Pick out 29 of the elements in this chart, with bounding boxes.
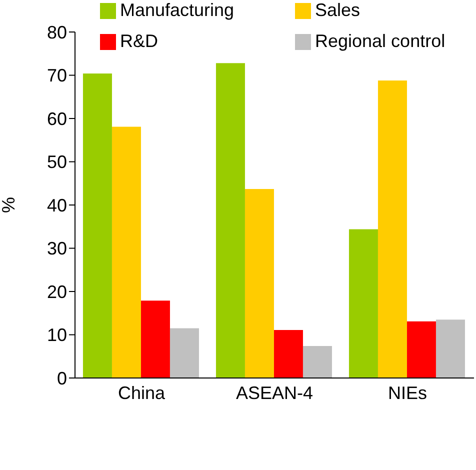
bar xyxy=(140,300,170,378)
y-tick-label: 20 xyxy=(46,282,67,302)
legend-label: Regional control xyxy=(315,31,446,52)
y-tick-label: 40 xyxy=(46,195,67,216)
x-tick-label: China xyxy=(118,382,166,403)
bar xyxy=(406,321,436,378)
bar xyxy=(216,63,245,378)
bar xyxy=(170,328,199,378)
legend-label: Manufacturing xyxy=(120,0,234,21)
y-tick-label: 50 xyxy=(46,152,67,172)
bar xyxy=(244,189,274,378)
bar xyxy=(82,74,112,378)
x-tick-label: NIEs xyxy=(388,382,428,403)
y-tick-label: 30 xyxy=(46,238,67,259)
legend-label: Sales xyxy=(315,0,360,21)
bar xyxy=(436,320,465,378)
y-tick-label: 60 xyxy=(46,108,67,129)
legend-label: R&D xyxy=(120,31,158,52)
y-tick-label: 10 xyxy=(46,325,67,346)
y-tick-label: 0 xyxy=(56,368,67,388)
bar xyxy=(302,346,332,378)
bar xyxy=(348,229,378,378)
y-tick-label: 80 xyxy=(46,22,67,42)
y-axis-title: % xyxy=(0,196,18,214)
x-tick-label: ASEAN-4 xyxy=(236,382,314,403)
bar xyxy=(112,126,141,378)
bar xyxy=(274,330,303,378)
bar xyxy=(378,80,407,378)
y-tick-label: 70 xyxy=(46,66,67,86)
